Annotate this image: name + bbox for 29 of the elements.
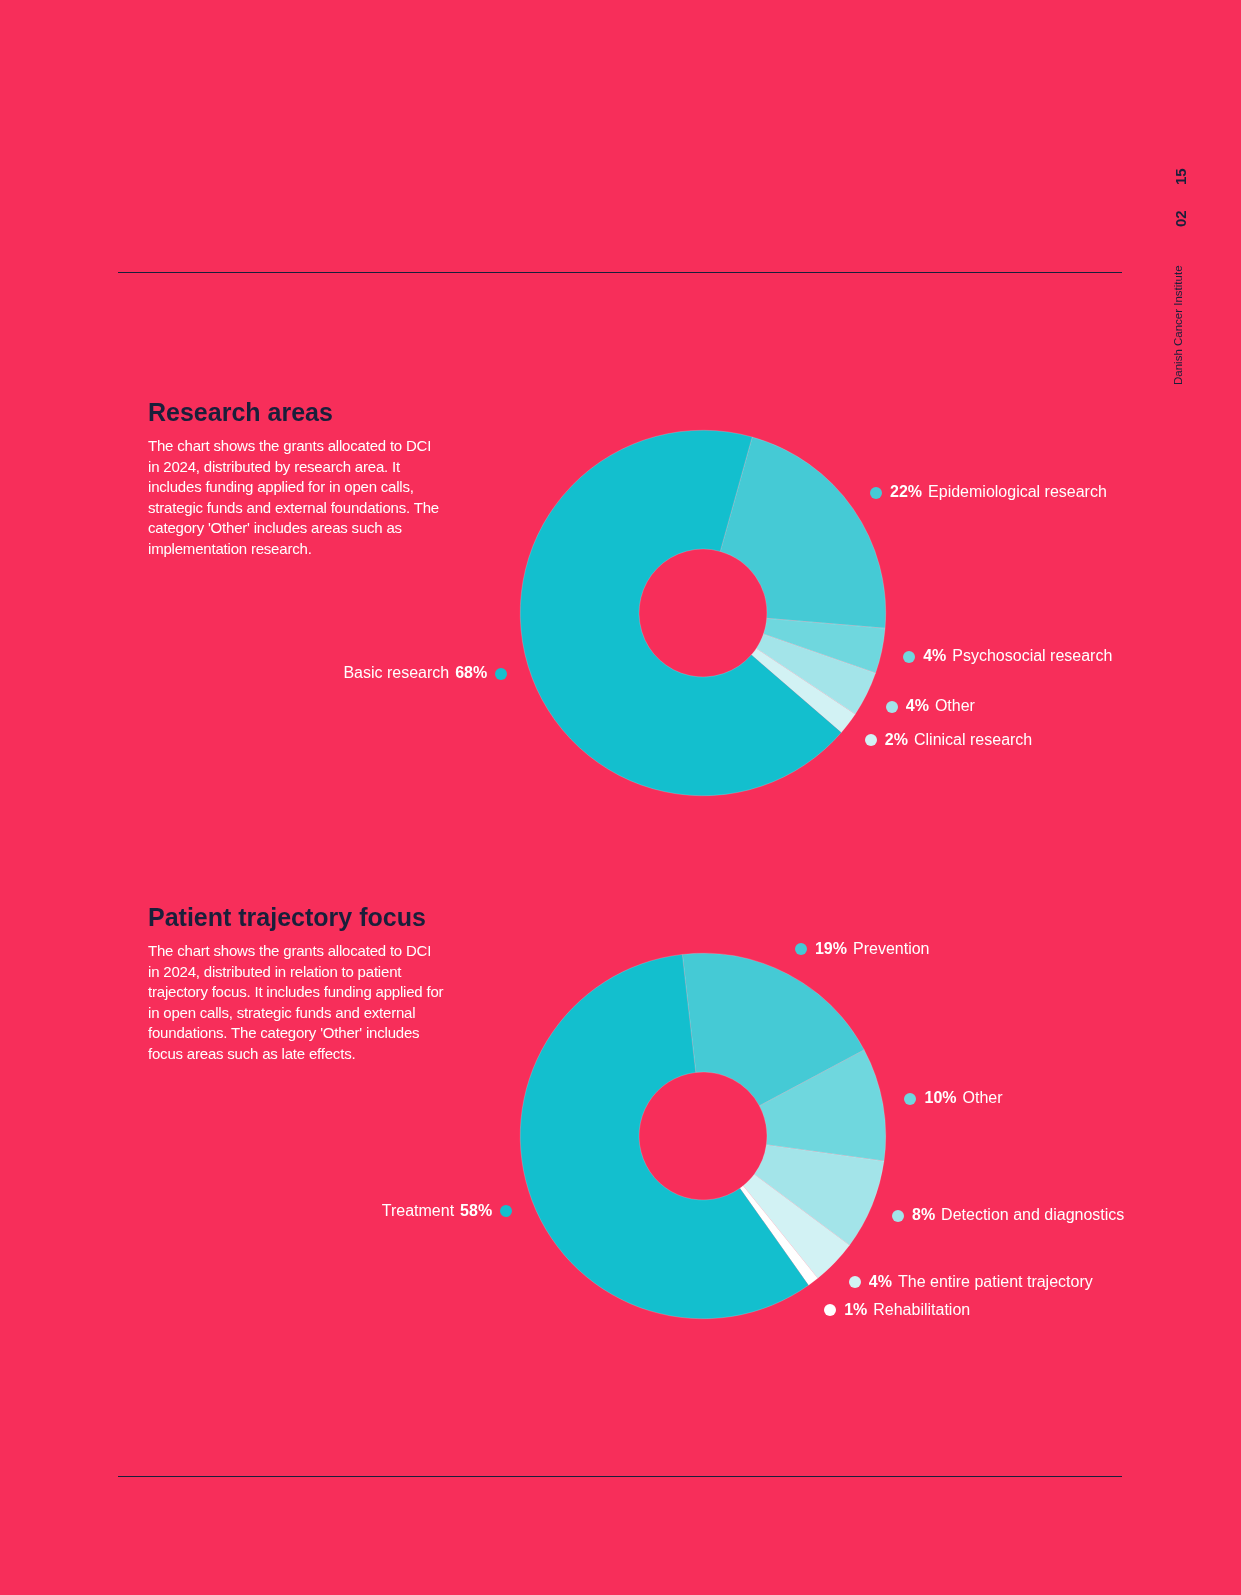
data-label: 10%	[924, 1089, 957, 1107]
text: The chart shows the grants allocated to DCI in 2024, distributed by research area. It includes funding applied for in open calls, strategic funds and external foundations. The category 'Other' includes areas such as implementation research.	[148, 436, 440, 559]
legend-label: The entire patient trajectory	[897, 1272, 1093, 1290]
slice-label: Other	[962, 1089, 1004, 1107]
chart-title: Research areas	[148, 398, 333, 427]
legend-label: Other	[934, 697, 976, 715]
slice-label: Epidemiological research	[928, 483, 1107, 501]
chart-title: Patient trajectory focus	[148, 903, 426, 932]
text: The chart shows the grants allocated to DCI in 2024, distributed in relation to patient trajectory focus. It includes funding applied for in open calls, strategic funds and external foundations. The category 'Other' includes focus areas such as late effects.	[148, 941, 444, 1064]
data-label: 22%	[890, 483, 923, 501]
legend-label: Detection and diagnostics	[941, 1206, 1125, 1224]
slice-label: Basic research	[343, 664, 450, 682]
text: 15	[1172, 168, 1189, 185]
legend-label: Clinical research	[913, 730, 1033, 748]
text: Danish Cancer Institute	[1172, 265, 1184, 385]
text: 02	[1172, 210, 1189, 227]
data-label: 19%	[814, 939, 847, 957]
data-label: 2%	[884, 730, 908, 748]
data-label: 4%	[905, 697, 929, 715]
data-label: 8%	[911, 1206, 936, 1224]
data-label: 58%	[460, 1201, 493, 1219]
legend-label: Rehabilitation	[873, 1300, 971, 1318]
data-label: 1%	[844, 1300, 868, 1318]
data-label: 4%	[868, 1272, 892, 1290]
legend-label: Psychosocial research	[952, 647, 1113, 665]
data-label: 68%	[455, 664, 488, 682]
slice-label: Prevention	[852, 939, 930, 957]
slice-label: Treatment	[381, 1201, 455, 1219]
data-label: 4%	[923, 647, 947, 665]
